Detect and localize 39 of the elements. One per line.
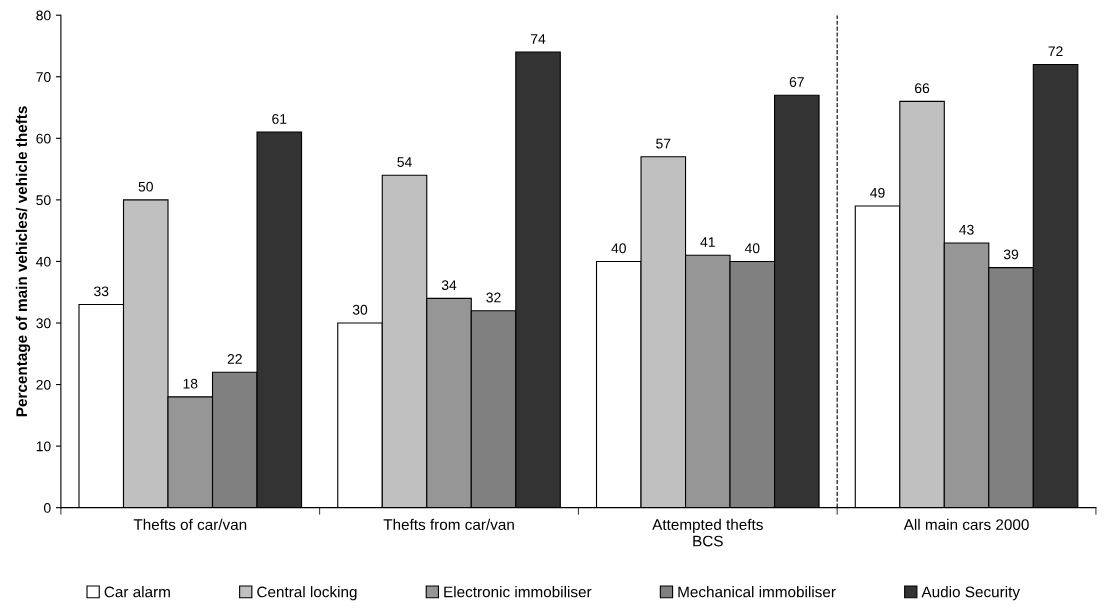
data-label: 39 bbox=[1003, 249, 1019, 260]
data-label: 41 bbox=[700, 237, 715, 247]
data-label: 34 bbox=[441, 280, 457, 291]
data-label: 54 bbox=[397, 157, 412, 167]
legend-label: Mechanical immobiliser bbox=[678, 586, 836, 598]
data-label: 30 bbox=[352, 304, 368, 315]
x-tick-label: Attempted thefts BCS bbox=[652, 518, 763, 547]
y-tick-label: 80 bbox=[36, 10, 51, 21]
legend-label: Central locking bbox=[257, 586, 357, 601]
legend-label: Electronic immobiliser bbox=[444, 586, 592, 598]
data-label: 50 bbox=[138, 181, 153, 192]
y-tick-label: 20 bbox=[36, 379, 51, 390]
data-label: 67 bbox=[789, 77, 804, 87]
y-axis-title: Percentage of main vehicles/ vehicle thefts bbox=[15, 106, 31, 417]
legend-label: Audio Security bbox=[921, 586, 1020, 601]
data-label: 40 bbox=[744, 243, 760, 254]
data-label: 61 bbox=[272, 114, 287, 124]
data-label: 74 bbox=[531, 34, 546, 44]
data-label: 33 bbox=[94, 286, 109, 297]
data-label: 22 bbox=[227, 354, 242, 364]
y-tick-label: 60 bbox=[36, 133, 51, 144]
x-tick-label: All main cars 2000 bbox=[903, 518, 1029, 531]
x-tick-label: Thefts from car/van bbox=[383, 518, 514, 531]
data-label: 43 bbox=[959, 224, 974, 235]
y-tick-label: 50 bbox=[36, 195, 51, 206]
y-tick-label: 70 bbox=[36, 72, 51, 82]
y-tick-label: 30 bbox=[36, 318, 51, 329]
data-label: 49 bbox=[870, 187, 885, 198]
y-tick-label: 40 bbox=[36, 256, 51, 267]
x-tick-label: Thefts of car/van bbox=[133, 518, 247, 531]
data-label: 40 bbox=[611, 243, 626, 254]
legend-label: Car alarm bbox=[104, 586, 170, 598]
data-label: 57 bbox=[656, 138, 671, 149]
data-label: 66 bbox=[915, 83, 930, 94]
y-tick-label: 10 bbox=[36, 441, 51, 452]
data-label: 32 bbox=[486, 292, 501, 303]
data-label: 18 bbox=[183, 378, 198, 389]
data-label: 72 bbox=[1048, 46, 1063, 57]
y-tick-label: 0 bbox=[43, 503, 51, 513]
